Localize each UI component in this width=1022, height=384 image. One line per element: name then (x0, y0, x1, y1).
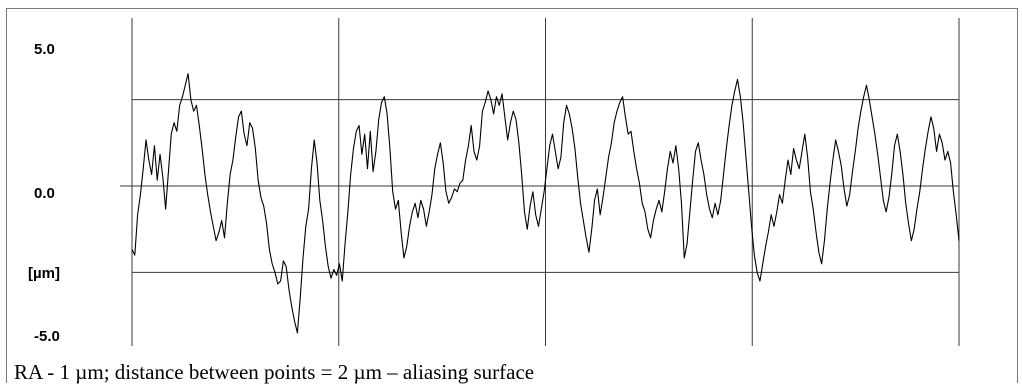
y-tick-labels: 5.0 0.0 -5.0 (34, 41, 60, 345)
y-axis-unit-label: [µm] (28, 265, 60, 282)
y-tick-label: -5.0 (34, 328, 60, 345)
y-tick-label: 0.0 (34, 185, 55, 202)
roughness-profile-chart: 5.0 0.0 -5.0 [µm] (28, 18, 960, 346)
grid-layer (120, 18, 960, 346)
y-tick-label: 5.0 (34, 41, 55, 58)
series-layer (131, 73, 960, 334)
profile-line (131, 73, 960, 334)
chart-frame (6, 8, 1018, 383)
figure-caption: RA - 1 µm; distance between points = 2 µ… (14, 360, 535, 384)
